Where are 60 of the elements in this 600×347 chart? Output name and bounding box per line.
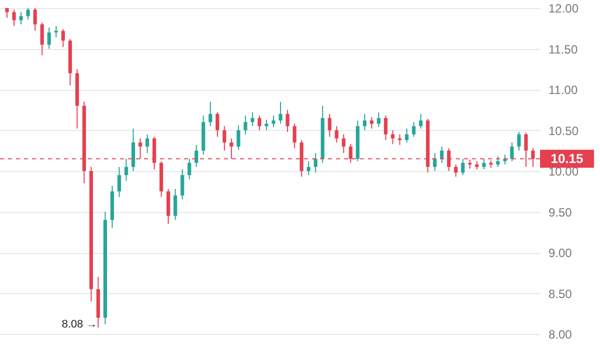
candlestick <box>208 101 212 127</box>
y-tick-label: 11.50 <box>548 42 578 56</box>
y-tick-label: 9.00 <box>548 246 572 260</box>
y-tick-label: 10.00 <box>548 164 579 178</box>
ref-line-label: 10.15 <box>550 150 584 166</box>
candlestick <box>384 115 388 141</box>
candlestick <box>440 146 444 164</box>
y-tick-label: 9.50 <box>548 205 572 220</box>
candlestick <box>328 113 332 138</box>
candlestick <box>244 115 248 135</box>
candlestick <box>314 152 318 174</box>
candlestick <box>26 8 30 20</box>
candlestick <box>174 188 178 220</box>
candlestick <box>461 158 465 176</box>
candlestick <box>342 134 346 154</box>
candlestick <box>145 134 150 154</box>
candlestick <box>306 160 310 176</box>
candlestick <box>517 131 521 152</box>
candlestick <box>188 158 192 180</box>
candlestick <box>292 123 296 149</box>
candlestick <box>418 113 423 130</box>
candlestick <box>250 112 254 127</box>
y-tick-label: 8.00 <box>548 328 572 342</box>
candlestick <box>40 22 44 56</box>
candlestick <box>12 9 16 26</box>
candlestick <box>412 122 416 138</box>
candlestick <box>510 142 514 162</box>
candlestick <box>216 112 220 138</box>
candlestick <box>404 128 409 143</box>
y-tick-label: 12.00 <box>548 2 579 16</box>
candlestick <box>5 8 9 18</box>
candlestick <box>236 124 240 150</box>
candlestick <box>278 101 282 124</box>
candlestick <box>54 25 58 38</box>
candlestick <box>194 144 198 168</box>
annotation: 8.08 → <box>62 318 98 330</box>
candlestick <box>258 115 262 131</box>
candlestick <box>272 115 276 128</box>
candlestick <box>264 119 268 131</box>
candlestick <box>398 134 402 146</box>
candlestick <box>33 8 37 32</box>
candlestick <box>180 168 184 200</box>
candlestick <box>376 112 380 128</box>
candlestick <box>390 130 395 145</box>
candlestick <box>19 12 23 25</box>
y-tick-label: 8.50 <box>548 286 572 301</box>
candlestick <box>117 166 122 198</box>
candlestick <box>47 27 51 50</box>
candlestick <box>482 158 486 170</box>
candlestick <box>124 158 128 182</box>
candlestick <box>362 113 366 131</box>
candlestick <box>286 109 290 132</box>
y-tick-label: 10.50 <box>548 124 579 138</box>
candlestick <box>61 28 65 48</box>
candlestick <box>496 156 500 168</box>
candlestick <box>454 164 458 178</box>
candlestick <box>334 126 338 143</box>
candlestick <box>433 152 437 172</box>
y-tick-label: 11.00 <box>548 83 578 97</box>
candlestick <box>222 126 226 152</box>
